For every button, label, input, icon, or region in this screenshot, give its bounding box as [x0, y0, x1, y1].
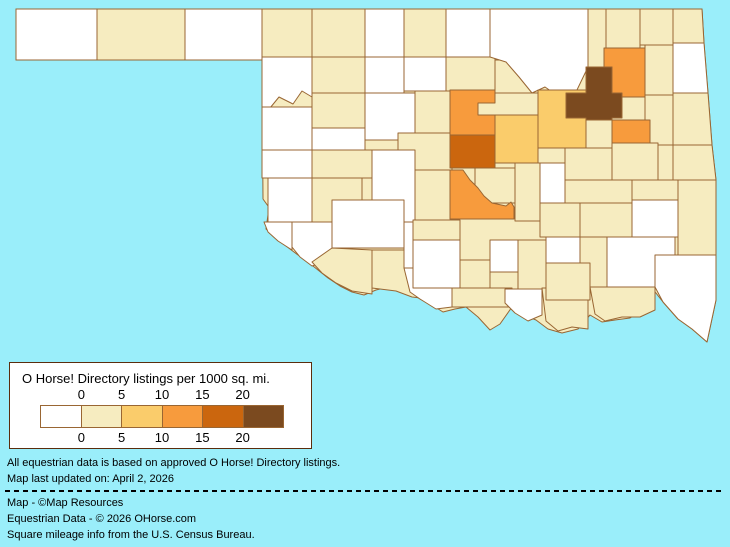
legend-swatch-4 [203, 406, 244, 427]
legend-swatch-5 [243, 406, 283, 427]
county-shape-c61 [631, 199, 679, 238]
oklahoma-county-map [15, 8, 717, 343]
legend-tick-label: 10 [154, 430, 170, 445]
dashed-divider [5, 490, 725, 492]
county-shape-c33 [267, 177, 313, 223]
county-shape-c07 [403, 8, 447, 58]
county-shape-c03 [184, 8, 263, 61]
county-shape-c49 [517, 239, 547, 290]
county-shape-c56 [564, 179, 633, 204]
footer-credit-line: Equestrian Data - © 2026 OHorse.com [7, 513, 197, 525]
county-shape-c13 [672, 42, 709, 94]
county-shape-c11 [639, 8, 674, 46]
county-shape-c37 [414, 169, 453, 223]
county-shape-c47 [504, 288, 543, 322]
county-shape-c54 [564, 147, 613, 181]
footer-updated-note: Map last updated on: April 2, 2026 [7, 473, 174, 485]
county-shape-c45 [459, 259, 491, 289]
county-shape-c38 [331, 199, 405, 249]
county-shape-c67 [489, 8, 589, 97]
county-shape-c10 [605, 8, 641, 49]
county-shape-c57 [611, 142, 659, 181]
county-shape-c44 [412, 239, 461, 289]
county-shape-c02 [96, 8, 186, 61]
county-shape-c60 [579, 202, 633, 238]
footer-data-note: All equestrian data is based on approved… [7, 457, 341, 469]
county-shape-c16 [672, 144, 717, 181]
county-shape-c63 [589, 286, 656, 322]
county-shape-c72 [449, 169, 515, 220]
county-shape-c06 [364, 8, 405, 58]
footer-credit-line: Map - ©Map Resources [7, 497, 124, 509]
county-shape-c73 [611, 119, 651, 144]
legend-tick-label: 0 [77, 430, 85, 445]
county-shape-c66 [631, 179, 679, 201]
county-shape-c28 [261, 106, 313, 151]
legend-swatch-0 [41, 406, 82, 427]
legend-ticks-top: 0 5 10 15 20 [10, 387, 311, 402]
county-shape-c55 [539, 202, 581, 238]
county-shape-c08 [445, 8, 491, 58]
footer-credit-line: Square mileage info from the U.S. Census… [7, 529, 255, 541]
legend-tick-label: 20 [235, 430, 250, 445]
county-shape-c64 [654, 254, 717, 343]
county-shape-c22 [445, 56, 496, 92]
county-shape-c39 [311, 247, 373, 295]
county-shape-c43 [412, 219, 461, 241]
legend-tick-label: 0 [77, 387, 85, 402]
legend-tick-label: 15 [195, 430, 210, 445]
legend-title: O Horse! Directory listings per 1000 sq.… [22, 371, 270, 386]
county-shape-c19 [311, 56, 366, 94]
legend-tick-label: 5 [118, 387, 126, 402]
legend-tick-label: 20 [235, 387, 250, 402]
counties-layer [15, 8, 717, 343]
county-shape-c30 [311, 149, 373, 179]
legend-ticks-bottom: 0 5 10 15 20 [10, 430, 311, 445]
legend-box: O Horse! Directory listings per 1000 sq.… [9, 362, 312, 449]
county-shape-c68 [494, 114, 539, 164]
county-shape-c15 [672, 92, 713, 146]
county-shape-c20 [364, 56, 405, 94]
county-shape-c05 [311, 8, 366, 58]
legend-swatch-1 [81, 406, 122, 427]
county-shape-c32 [261, 149, 313, 179]
county-shape-c71 [449, 134, 496, 169]
county-shape-c01 [15, 8, 98, 61]
county-shape-c04 [261, 8, 313, 58]
legend-tick-label: 15 [195, 387, 210, 402]
county-shape-c34 [263, 221, 293, 251]
legend-swatch-3 [162, 406, 203, 427]
county-shape-c09 [587, 8, 607, 68]
legend-color-ramp [40, 405, 284, 428]
county-shape-c53 [539, 162, 566, 204]
county-shape-c14 [644, 44, 674, 96]
county-shape-c46 [451, 287, 513, 308]
county-shape-c59 [545, 262, 591, 301]
county-shape-c24 [311, 92, 366, 129]
county-shape-c65 [677, 179, 717, 256]
county-shape-c75 [565, 66, 623, 121]
county-shape-c51 [514, 162, 541, 222]
county-shape-c58 [545, 236, 581, 264]
legend-tick-label: 5 [118, 430, 126, 445]
county-shape-c29 [311, 127, 366, 151]
county-shape-c48 [489, 239, 519, 273]
county-shape-c26 [414, 90, 453, 134]
county-shape-c21 [403, 56, 447, 92]
legend-tick-label: 10 [154, 387, 170, 402]
legend-swatch-2 [122, 406, 163, 427]
county-shape-c12 [672, 8, 705, 44]
